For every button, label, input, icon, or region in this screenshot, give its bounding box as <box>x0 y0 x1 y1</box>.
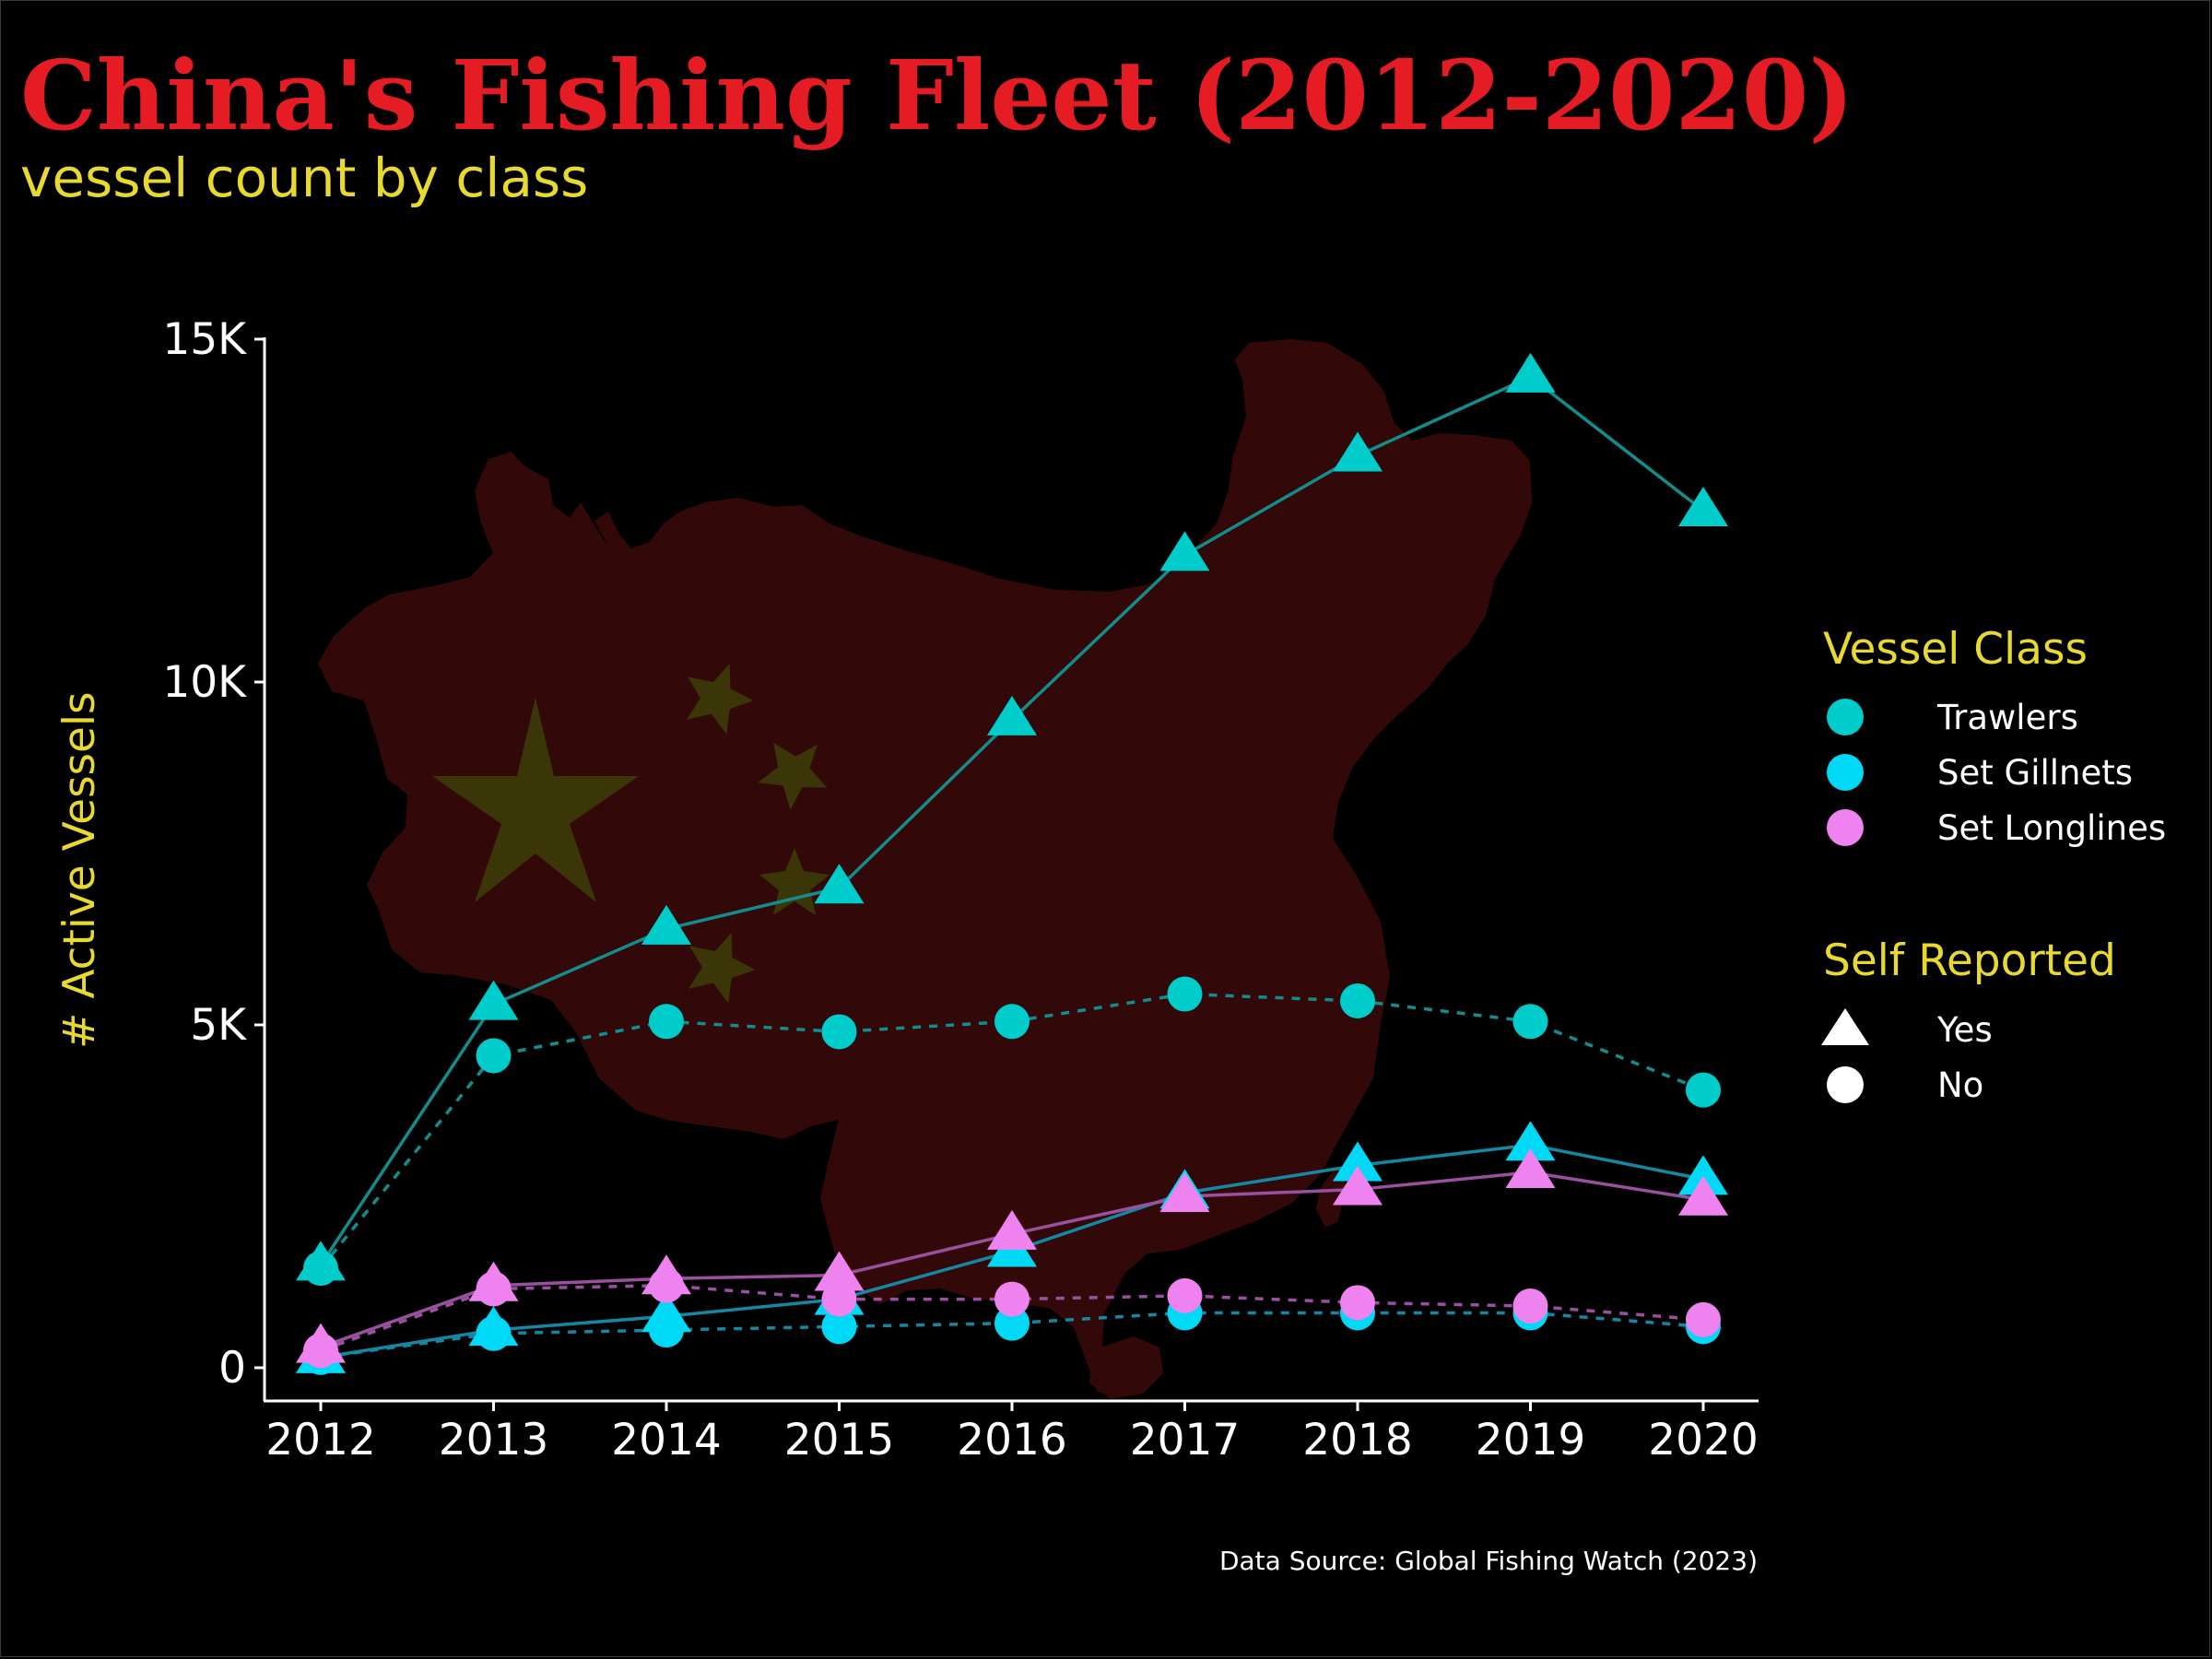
legend-key-trawlers <box>1827 699 1864 735</box>
data-point-set-longlines-no <box>821 1281 857 1317</box>
hainan-island <box>1089 1336 1163 1399</box>
small-flag-star-4 <box>688 933 756 1004</box>
chart-subtitle: vessel count by class <box>20 147 588 209</box>
x-tick-label: 2014 <box>611 1415 722 1465</box>
legend: Vessel Class Trawlers Set Gillnets Set L… <box>1821 624 2166 1105</box>
data-point-trawlers-no <box>821 1014 857 1050</box>
data-point-trawlers-yes <box>1505 352 1556 393</box>
y-tick-label: 10K <box>162 657 247 708</box>
y-axis-label: # Active Vessels <box>54 692 105 1050</box>
y-tick-label: 15K <box>162 314 247 365</box>
x-tick-label: 2016 <box>957 1415 1067 1465</box>
data-point-set-longlines-yes <box>1678 1175 1728 1216</box>
data-point-trawlers-yes <box>987 695 1037 735</box>
legend-title-vessel-class: Vessel Class <box>1823 624 2088 675</box>
x-tick-label: 2017 <box>1130 1415 1241 1465</box>
legend-label-yes: Yes <box>1936 1010 1993 1050</box>
legend-title-self-reported: Self Reported <box>1823 935 2116 986</box>
data-point-trawlers-yes <box>1678 487 1728 526</box>
chart-title: China's Fishing Fleet (2012-2020) <box>20 39 1853 152</box>
data-point-trawlers-no <box>1686 1072 1721 1108</box>
y-axis-ticks: 0 5K 10K 15K <box>162 314 265 1394</box>
data-point-trawlers-no <box>649 1004 684 1040</box>
legend-key-no-circle <box>1827 1066 1864 1103</box>
data-point-set-gillnets-yes <box>1678 1155 1728 1195</box>
data-point-set-longlines-yes <box>814 1251 865 1291</box>
data-point-set-gillnets-yes <box>1333 1141 1382 1182</box>
large-flag-star <box>432 698 639 902</box>
data-point-trawlers-no <box>1340 982 1375 1018</box>
legend-label-set-gillnets: Set Gillnets <box>1937 753 2133 793</box>
data-point-set-longlines-no <box>1340 1285 1375 1321</box>
legend-label-set-longlines: Set Longlines <box>1937 808 2166 848</box>
data-point-set-longlines-no <box>1512 1288 1548 1324</box>
taiwan-island <box>1316 1169 1346 1228</box>
data-point-set-gillnets-no <box>821 1309 857 1345</box>
legend-key-yes-triangle <box>1821 1008 1869 1045</box>
data-point-trawlers-yes <box>641 904 691 945</box>
x-tick-label: 2019 <box>1476 1415 1586 1465</box>
china-map-background <box>318 339 1532 1399</box>
data-point-set-longlines-no <box>1686 1301 1721 1337</box>
data-point-set-gillnets-no <box>994 1305 1030 1341</box>
series-points <box>296 352 1728 1375</box>
data-point-set-gillnets-no <box>649 1312 684 1348</box>
x-tick-label: 2020 <box>1648 1415 1759 1465</box>
data-point-trawlers-yes <box>1333 431 1382 472</box>
y-tick-label: 5K <box>190 1000 247 1051</box>
small-flag-star-1 <box>687 664 754 735</box>
y-tick-label: 0 <box>218 1343 246 1394</box>
x-tick-label: 2015 <box>784 1415 895 1465</box>
data-point-set-longlines-no <box>649 1267 684 1303</box>
data-point-trawlers-yes <box>814 864 865 904</box>
data-point-trawlers-no <box>994 1004 1030 1040</box>
data-point-set-longlines-yes <box>1505 1147 1556 1188</box>
x-tick-label: 2012 <box>265 1415 376 1465</box>
data-point-set-gillnets-no <box>476 1315 512 1351</box>
data-point-set-longlines-no <box>994 1281 1030 1317</box>
data-point-trawlers-no <box>1167 976 1203 1012</box>
data-point-set-longlines-no <box>303 1333 338 1369</box>
x-tick-label: 2013 <box>439 1415 549 1465</box>
data-point-trawlers-yes <box>468 980 519 1020</box>
data-point-set-longlines-no <box>1167 1277 1203 1313</box>
legend-key-set-gillnets <box>1827 754 1864 791</box>
x-axis-ticks: 2012 2013 2014 2015 2016 2017 2018 2019 2020 <box>265 1401 1759 1465</box>
data-point-set-gillnets-yes <box>1505 1121 1556 1161</box>
data-point-trawlers-no <box>1512 1004 1548 1040</box>
legend-key-set-longlines <box>1827 809 1864 846</box>
legend-label-trawlers: Trawlers <box>1936 698 2078 737</box>
data-point-set-longlines-no <box>476 1271 512 1307</box>
china-map-silhouette <box>318 339 1532 1396</box>
x-tick-label: 2018 <box>1302 1415 1413 1465</box>
data-point-set-longlines-yes <box>1333 1165 1382 1206</box>
small-flag-star-3 <box>759 848 830 915</box>
data-point-trawlers-yes <box>1159 531 1210 571</box>
data-point-set-longlines-yes <box>1159 1172 1210 1212</box>
data-source-caption: Data Source: Global Fishing Watch (2023) <box>1219 1546 1758 1576</box>
legend-label-no: No <box>1937 1065 1983 1105</box>
data-point-trawlers-yes <box>296 1241 346 1281</box>
data-point-trawlers-no <box>476 1038 512 1074</box>
small-flag-star-2 <box>758 742 828 810</box>
data-point-set-longlines-yes <box>987 1209 1037 1250</box>
